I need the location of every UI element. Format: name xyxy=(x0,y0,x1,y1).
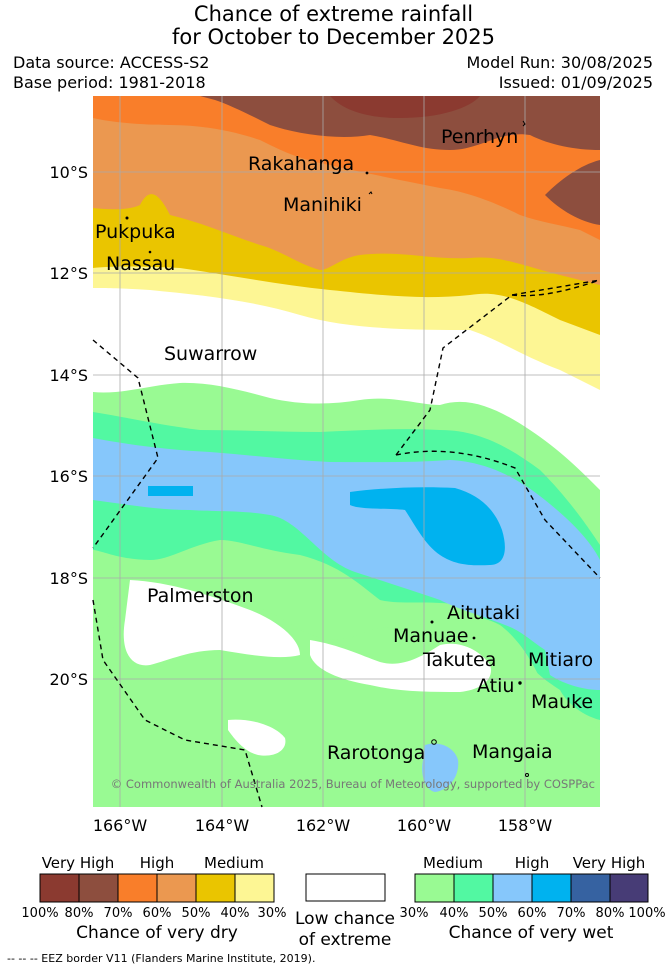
legend-wet-tick: 50% xyxy=(479,906,508,921)
legend-dry-swatch xyxy=(156,873,197,903)
place-label-mangaia: Mangaia xyxy=(472,741,553,763)
legend-wet-tick: 70% xyxy=(557,906,586,921)
legend-wet-swatch xyxy=(492,873,533,903)
dry-80-100-region xyxy=(330,96,480,118)
legend-wet-swatch xyxy=(570,873,611,903)
place-label-manuae: Manuae xyxy=(393,625,468,647)
dry-70-80-region xyxy=(200,96,600,225)
legend-dry-header: Medium xyxy=(204,854,264,872)
legend-wet-caption: Chance of very wet xyxy=(449,923,614,943)
legend-dry-tick: 30% xyxy=(258,906,287,921)
place-label-mitiaro: Mitiaro xyxy=(528,649,593,671)
lat-tick: 20°S xyxy=(49,670,88,689)
place-label-nassau: Nassau xyxy=(106,253,175,275)
place-labels: Penrhyn Rakahanga Manihiki Pukpuka Nassa… xyxy=(95,126,593,764)
low-chance-region-south-west xyxy=(228,719,286,756)
legend-dry-tick: 100% xyxy=(21,906,58,921)
lat-tick: 16°S xyxy=(49,467,88,486)
legend-dry-swatch xyxy=(117,873,158,903)
map-shading xyxy=(93,96,600,807)
chart-title-line1: Chance of extreme rainfall xyxy=(193,2,474,26)
legend-dry-tick: 40% xyxy=(221,906,250,921)
place-label-suwarrow: Suwarrow xyxy=(164,343,257,365)
issued-date: Issued: 01/09/2025 xyxy=(498,73,653,92)
low-chance-region-palmerston xyxy=(123,580,300,666)
place-label-palmerston: Palmerston xyxy=(147,585,254,607)
place-label-penrhyn: Penrhyn xyxy=(441,126,518,148)
place-label-rakahanga: Rakahanga xyxy=(248,153,354,175)
legend-dry-tick: 70% xyxy=(104,906,133,921)
legend-wet-swatch xyxy=(531,873,572,903)
lat-tick: 14°S xyxy=(49,366,88,385)
legend-dry-caption: Chance of very dry xyxy=(76,923,238,943)
place-label-aitutaki: Aitutaki xyxy=(447,602,520,624)
legend-dry-header: Very High xyxy=(42,854,115,872)
lon-tick: 164°W xyxy=(195,816,250,835)
lon-tick: 160°W xyxy=(397,816,452,835)
place-label-pukpuka: Pukpuka xyxy=(95,221,176,243)
latitude-ticks: 10°S 12°S 14°S 16°S 18°S 20°S xyxy=(49,163,88,689)
place-label-manihiki: Manihiki xyxy=(283,194,362,216)
lon-tick: 166°W xyxy=(93,816,148,835)
lon-tick: 158°W xyxy=(498,816,553,835)
wet-60-70-region-main xyxy=(350,487,505,566)
legend-neutral-caption-1: Low chance xyxy=(295,909,395,929)
wet-60-70-region xyxy=(148,486,193,496)
copyright-text: © Commonwealth of Australia 2025, Bureau… xyxy=(111,777,595,791)
eez-border-note: -- -- -- EEZ border V11 (Flanders Marine… xyxy=(7,952,315,965)
legend-wet-swatch xyxy=(414,873,455,903)
legend-wet-tick: 40% xyxy=(440,906,469,921)
lat-tick: 18°S xyxy=(49,569,88,588)
data-source: Data source: ACCESS-S2 xyxy=(13,53,210,72)
island-markers xyxy=(125,120,529,777)
legend-wet: Medium High Very High 30% 40% 50% 60% 70… xyxy=(400,854,666,943)
longitude-ticks: 166°W 164°W 162°W 160°W 158°W xyxy=(93,816,553,835)
lat-tick: 12°S xyxy=(49,264,88,283)
legend-dry-header: High xyxy=(140,854,174,872)
legend-wet-swatch xyxy=(609,873,649,903)
legend-dry-tick: 80% xyxy=(65,906,94,921)
legend-wet-header: Very High xyxy=(573,854,646,872)
lon-tick: 162°W xyxy=(296,816,351,835)
legend-dry-tick: 50% xyxy=(182,906,211,921)
legend-wet-header: High xyxy=(515,854,549,872)
legend-dry-swatch xyxy=(78,873,119,903)
legend-wet-tick: 30% xyxy=(400,906,429,921)
place-label-atiu: Atiu xyxy=(477,675,514,697)
legend-neutral-swatch xyxy=(305,873,386,902)
place-label-takutea: Takutea xyxy=(422,649,496,671)
legend-neutral-caption-2: of extreme xyxy=(299,930,392,950)
legend-wet-header: Medium xyxy=(423,854,483,872)
legend-wet-tick: 60% xyxy=(518,906,547,921)
gridlines xyxy=(93,96,600,807)
legend-wet-tick: 80% xyxy=(596,906,625,921)
legend-dry-swatch xyxy=(234,873,275,903)
chart-title-line2: for October to December 2025 xyxy=(171,25,496,49)
legend-dry-swatch xyxy=(39,873,80,903)
legend-wet-tick: 100% xyxy=(628,906,665,921)
wet-50-60-region-mitiaro xyxy=(545,650,600,690)
legend-dry-swatch xyxy=(195,873,236,903)
eez-border xyxy=(92,279,601,808)
legend-dry: Very High High Medium 100% 80% 70% 60% 5… xyxy=(21,854,286,943)
place-label-rarotonga: Rarotonga xyxy=(327,742,425,764)
place-label-mauke: Mauke xyxy=(531,691,593,713)
base-period: Base period: 1981-2018 xyxy=(13,73,206,92)
wet-50-60-region-rarotonga xyxy=(422,743,459,792)
legend-wet-swatch xyxy=(453,873,494,903)
lat-tick: 10°S xyxy=(49,163,88,182)
legend-dry-tick: 60% xyxy=(143,906,172,921)
legend-neutral: Low chance of extreme xyxy=(295,873,395,950)
model-run: Model Run: 30/08/2025 xyxy=(466,53,654,72)
